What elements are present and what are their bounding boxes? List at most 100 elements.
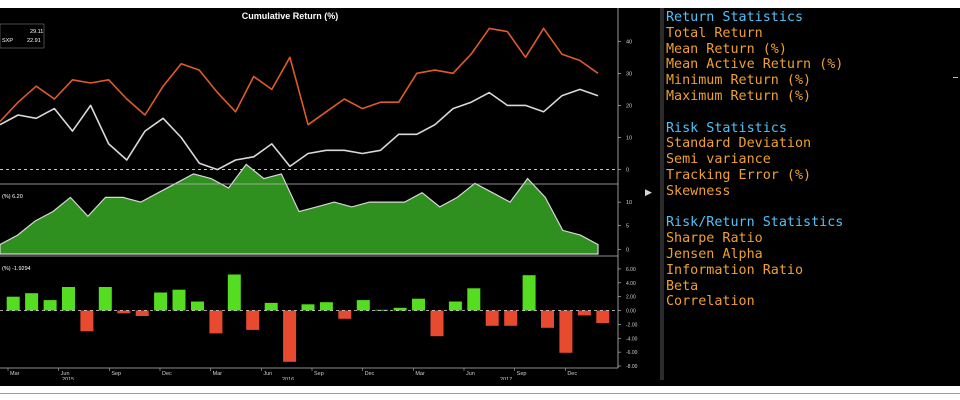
risk-return-statistics-list: Sharpe Ratio Jensen Alpha Information Rati… <box>666 231 958 310</box>
return-bar <box>117 310 131 314</box>
risk-return-stat-item[interactable]: Correlation <box>666 294 755 310</box>
y-tick-label: -8.00 <box>626 364 638 370</box>
return-bar <box>62 287 75 311</box>
monthly-return-bars: (%) -1.9294 6.00 4.00 2.00 0.00 -2.00 -4.00 -6… <box>0 266 638 370</box>
risk-statistics-list: Standard Deviation Semi variance Tracking … <box>666 136 958 199</box>
y-tick-label: 0 <box>626 168 629 174</box>
series-line-0 <box>0 27 599 126</box>
y-tick-label: 10 <box>626 136 632 142</box>
return-stat-item[interactable]: Mean Active Return (%) <box>666 57 844 73</box>
active-return-area <box>0 163 599 255</box>
statistics-panel: Return Statistics Total Return Mean Retur… <box>666 10 958 380</box>
return-stat-item[interactable]: Total Return <box>666 25 763 41</box>
return-stat-item[interactable]: Maximum Return (%) <box>666 88 812 104</box>
return-bar <box>246 310 260 330</box>
risk-stat-item[interactable]: Skewness <box>666 183 731 199</box>
return-bar <box>154 292 168 311</box>
y-tick-label: 0.00 <box>626 309 636 315</box>
chart-title: Cumulative Return (%) <box>242 11 339 21</box>
legend-name-sxp: SXP <box>2 38 13 44</box>
return-bar <box>412 298 425 311</box>
return-bar <box>98 287 112 311</box>
return-bar <box>596 310 610 323</box>
return-bar <box>430 310 444 337</box>
x-tick-label: Jun <box>263 371 272 377</box>
return-bar <box>522 275 536 311</box>
return-bar <box>467 288 481 311</box>
risk-statistics-heading: Risk Statistics <box>666 120 787 136</box>
time-axis: Mar Jun Sep Dec Mar Jun Sep Dec Mar Jun Sep Dec 2015… <box>7 368 577 380</box>
mid-legend: (%) 6.20 <box>2 194 23 200</box>
return-bar <box>209 310 223 334</box>
year-label: 2016 <box>282 377 294 380</box>
return-statistics-list: Total Return Mean Return (%) Mean Active R… <box>666 26 958 105</box>
risk-return-statistics-heading: Risk/Return Statistics <box>666 215 844 231</box>
y-tick-label: 5 <box>626 224 629 230</box>
return-bar <box>559 310 573 353</box>
return-bar <box>577 310 591 316</box>
return-bar <box>338 310 352 319</box>
y-tick-label: -4.00 <box>626 336 638 342</box>
return-bar <box>504 310 518 326</box>
return-stat-item[interactable]: Mean Return (%) <box>666 41 787 57</box>
risk-stat-item[interactable]: Tracking Error (%) <box>666 167 812 183</box>
y-tick-label: 2.00 <box>626 295 636 301</box>
bottom-strip <box>0 386 960 400</box>
return-bar <box>283 310 297 362</box>
horizontal-rule <box>0 393 960 394</box>
year-label: 2017 <box>500 377 512 380</box>
x-tick-label: Sep <box>111 371 121 377</box>
y-tick-label: 6.00 <box>626 267 636 273</box>
return-bar <box>301 304 315 311</box>
legend-value-sxp: 22.91 <box>27 38 41 44</box>
y-tick-label: 10 <box>626 200 632 206</box>
panel-separators <box>0 8 619 369</box>
risk-return-stat-item[interactable]: Information Ratio <box>666 262 804 278</box>
return-bar <box>227 274 241 311</box>
return-bar <box>541 310 554 328</box>
x-tick-label: Sep <box>314 371 324 377</box>
x-tick-label: Dec <box>365 371 375 377</box>
return-bar <box>356 300 370 311</box>
return-stat-item[interactable]: Minimum Return (%) <box>666 73 812 89</box>
x-tick-label: Jun <box>61 371 70 377</box>
year-label: 2015 <box>62 377 74 380</box>
return-bar <box>43 300 57 311</box>
return-bar <box>6 296 20 311</box>
return-bar <box>172 289 186 311</box>
return-bar <box>135 310 149 316</box>
x-tick-label: Mar <box>213 371 223 377</box>
return-bar <box>375 309 389 311</box>
risk-stat-item[interactable]: Standard Deviation <box>666 136 812 152</box>
y-tick-label: 4.00 <box>626 281 636 287</box>
chart-area: Cumulative Return (%) 29.11 SXP 22.91 0 1… <box>0 8 638 380</box>
bottom-legend: (%) -1.9294 <box>2 266 31 272</box>
spacer <box>666 200 958 216</box>
x-tick-label: Mar <box>10 371 20 377</box>
risk-return-stat-item[interactable]: Beta <box>666 278 699 294</box>
return-bar <box>485 310 499 326</box>
return-bar <box>191 301 204 311</box>
cumulative-return-chart: Cumulative Return (%) 29.11 SXP 22.91 0 1… <box>0 11 632 174</box>
spacer <box>666 105 958 121</box>
legend-box <box>0 23 45 49</box>
x-tick-label: Dec <box>567 371 577 377</box>
risk-return-stat-item[interactable]: Jensen Alpha <box>666 246 763 262</box>
collapse-arrow-icon[interactable]: ▶ <box>645 187 652 197</box>
return-statistics-heading: Return Statistics <box>666 10 804 25</box>
panel-divider[interactable] <box>660 8 664 380</box>
x-tick-label: Dec <box>162 371 172 377</box>
return-bar <box>25 293 39 311</box>
return-bar <box>393 307 407 311</box>
y-tick-label: -6.00 <box>626 350 638 356</box>
y-tick-label: 40 <box>626 39 632 45</box>
active-return-chart: (%) 6.20 0 5 10 <box>0 163 632 255</box>
risk-return-stat-item[interactable]: Sharpe Ratio <box>666 231 763 247</box>
y-tick-label: 20 <box>626 103 632 109</box>
y-tick-label: -2.00 <box>626 322 638 328</box>
return-bar <box>80 310 94 332</box>
y-tick-label: 0 <box>626 247 629 253</box>
series-line-1 <box>0 88 599 171</box>
risk-stat-item[interactable]: Semi variance <box>666 152 771 168</box>
x-tick-label: Jun <box>466 371 475 377</box>
